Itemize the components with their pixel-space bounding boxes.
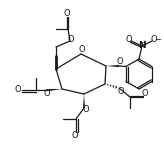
Text: −: −: [154, 36, 162, 45]
Text: +: +: [142, 40, 146, 45]
Text: O: O: [15, 84, 21, 93]
Polygon shape: [106, 65, 119, 67]
Text: N: N: [138, 42, 146, 51]
Text: O: O: [64, 9, 70, 18]
Text: O: O: [68, 34, 74, 43]
Text: O: O: [79, 45, 85, 54]
Text: O: O: [83, 105, 89, 114]
Text: O: O: [151, 36, 157, 45]
Polygon shape: [49, 89, 62, 91]
Text: O: O: [126, 36, 132, 45]
Text: O: O: [44, 90, 50, 99]
Polygon shape: [83, 94, 85, 108]
Text: O: O: [118, 87, 124, 96]
Text: O: O: [72, 130, 78, 140]
Text: O: O: [117, 57, 123, 66]
Text: O: O: [142, 90, 148, 99]
